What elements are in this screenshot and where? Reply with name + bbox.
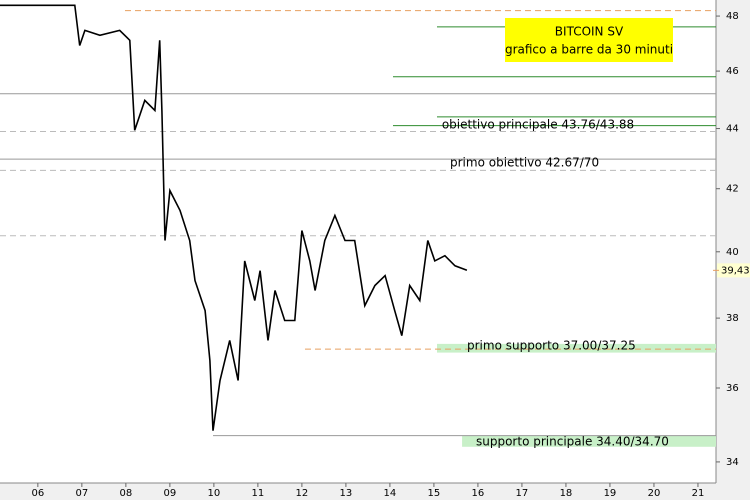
support-band (436, 343, 716, 353)
x-tick-label: 10 (208, 488, 221, 499)
x-tick-label: 07 (75, 488, 88, 499)
x-tick-label: 19 (604, 488, 617, 499)
x-tick-label: 21 (692, 488, 705, 499)
last-price-box (717, 263, 750, 278)
x-tick-label: 15 (428, 488, 441, 499)
x-tick-label: 09 (164, 488, 177, 499)
annotation: primo supporto 37.00/37.25 (467, 339, 636, 353)
x-tick-label: 18 (560, 488, 573, 499)
y-tick-label: 34 (726, 457, 739, 468)
y-tick-label: 36 (726, 383, 739, 394)
price-line (0, 4, 468, 431)
x-tick-label: 06 (31, 488, 44, 499)
annotation: obiettivo principale 43.76/43.88 (442, 118, 634, 132)
y-tick-label: 38 (726, 313, 739, 324)
x-tick-label: 17 (516, 488, 529, 499)
chart-subtitle: grafico a barre da 30 minuti (505, 43, 673, 57)
y-tick-label: 46 (726, 66, 739, 77)
y-tick-label: 48 (726, 11, 739, 22)
y-tick-label: 40 (726, 247, 739, 258)
x-tick-label: 11 (252, 488, 265, 499)
annotation: primo obiettivo 42.67/70 (450, 156, 599, 170)
x-tick-label: 16 (472, 488, 485, 499)
x-axis-panel (0, 483, 750, 500)
y-tick-label: 42 (726, 184, 739, 195)
y-tick-label: 44 (726, 124, 739, 135)
last-price-label: 39,43 (721, 265, 750, 276)
x-tick-label: 20 (648, 488, 661, 499)
y-axis-panel (716, 0, 750, 500)
title-box (505, 18, 673, 62)
x-tick-label: 14 (384, 488, 397, 499)
x-tick-label: 12 (296, 488, 309, 499)
x-tick-label: 08 (119, 488, 132, 499)
annotation: supporto principale 34.40/34.70 (476, 435, 669, 449)
x-tick-label: 13 (340, 488, 353, 499)
chart-title: BITCOIN SV (555, 25, 624, 39)
support-band (462, 435, 716, 447)
plot-area (0, 4, 716, 447)
